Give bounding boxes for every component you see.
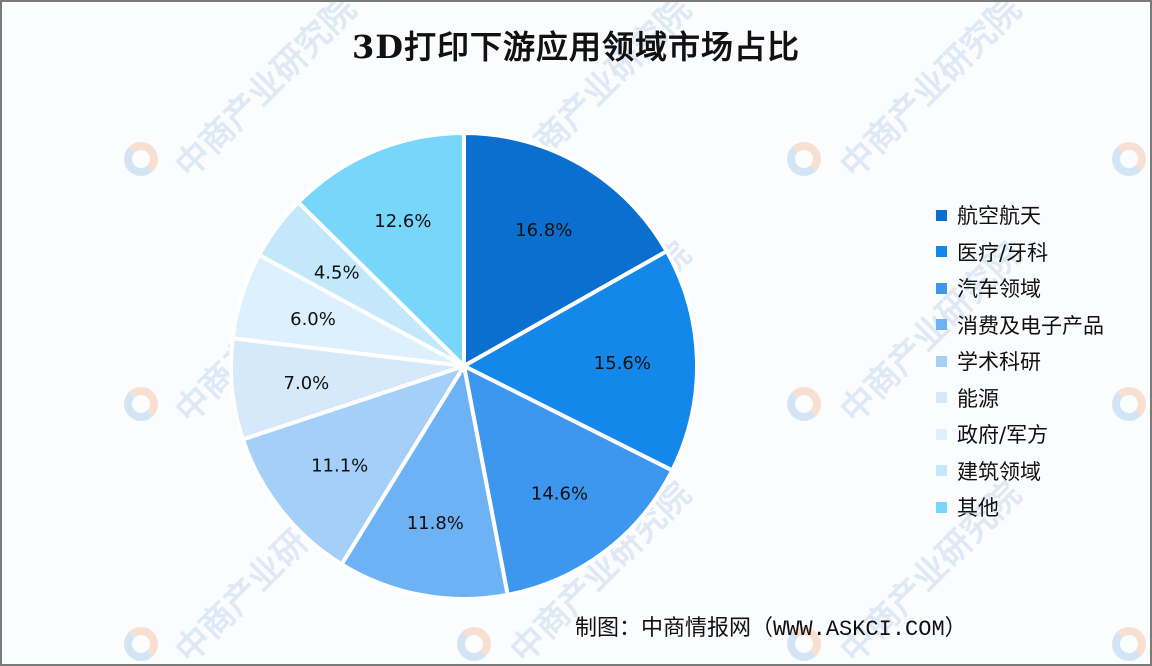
legend-item: 消费及电子产品 — [936, 307, 1104, 344]
legend-item: 政府/军方 — [936, 416, 1104, 453]
source-prefix: 制图：中商情报网（ — [575, 616, 774, 641]
legend-item: 汽车领域 — [936, 270, 1104, 307]
pie-slice — [462, 131, 669, 368]
legend-swatch-icon — [936, 209, 947, 221]
slice-value-label: 4.5% — [314, 263, 360, 284]
slice-value-label: 15.6% — [594, 353, 651, 374]
legend-item: 学术科研 — [936, 343, 1104, 380]
legend-swatch-icon — [936, 428, 947, 440]
slice-value-label: 14.6% — [531, 483, 588, 504]
legend-swatch-icon — [936, 246, 947, 258]
legend-label: 学术科研 — [957, 350, 1041, 375]
legend-label: 其他 — [957, 496, 999, 521]
pie-slice — [339, 364, 510, 601]
legend-label: 能源 — [957, 386, 999, 411]
source-suffix: ） — [944, 616, 967, 641]
slice-value-label: 7.0% — [284, 373, 330, 394]
legend-label: 建筑领域 — [957, 459, 1041, 484]
legend-label: 航空航天 — [957, 204, 1041, 229]
legend-swatch-icon — [936, 501, 947, 513]
source-url: WWW.ASKCI.COM — [773, 617, 945, 642]
legend-swatch-icon — [936, 355, 947, 367]
source-credit: 制图：中商情报网（WWW.ASKCI.COM） — [575, 610, 967, 642]
legend-label: 政府/军方 — [957, 423, 1049, 448]
slice-value-label: 16.8% — [515, 220, 572, 241]
legend-label: 消费及电子产品 — [957, 313, 1104, 338]
slice-value-label: 11.8% — [407, 513, 464, 534]
chart-legend: 航空航天医疗/牙科汽车领域消费及电子产品 学术科研能源政府/军方建筑领域其他 — [936, 197, 1104, 526]
legend-item: 其他 — [936, 489, 1104, 526]
slice-value-label: 11.1% — [311, 455, 368, 476]
chart-title: 3D打印下游应用领域市场占比 — [351, 28, 801, 66]
slice-value-label: 6.0% — [290, 309, 336, 330]
legend-swatch-icon — [936, 282, 947, 294]
legend-swatch-icon — [936, 465, 947, 477]
slice-value-label: 12.6% — [374, 211, 431, 232]
legend-swatch-icon — [936, 319, 947, 331]
pie-slice — [296, 131, 466, 368]
legend-item: 能源 — [936, 380, 1104, 417]
legend-label: 医疗/牙科 — [957, 240, 1049, 265]
legend-item: 航空航天 — [936, 197, 1104, 234]
pie-slice — [240, 364, 466, 567]
legend-item: 建筑领域 — [936, 453, 1104, 490]
legend-item: 医疗/牙科 — [936, 234, 1104, 271]
legend-swatch-icon — [936, 392, 947, 404]
pie-slice — [462, 364, 675, 597]
legend-label: 汽车领域 — [957, 277, 1041, 302]
pie-slice — [462, 249, 699, 473]
